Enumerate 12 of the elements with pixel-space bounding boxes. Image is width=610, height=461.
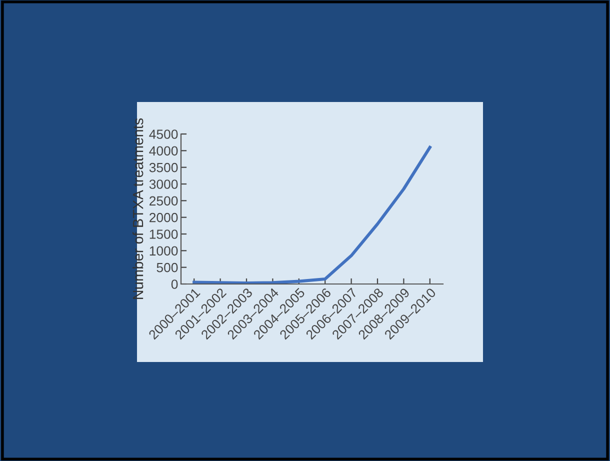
y-tick-label: 1000 [150,246,178,256]
y-tick-label: 500 [156,262,178,272]
y-tick-label: 0 [171,280,178,289]
y-tick-label: 3500 [149,162,178,172]
y-tick-label: 4000 [149,146,178,156]
line-series [192,146,432,284]
y-axis-title: Number of BTXA treatments [132,118,144,299]
y-tick-label: 1500 [150,230,178,239]
y-tick-label: 4500 [149,130,178,139]
y-tick-label: 2500 [150,196,178,206]
y-tick-label: 2000 [150,212,178,222]
y-tick-label: 3000 [149,180,178,189]
